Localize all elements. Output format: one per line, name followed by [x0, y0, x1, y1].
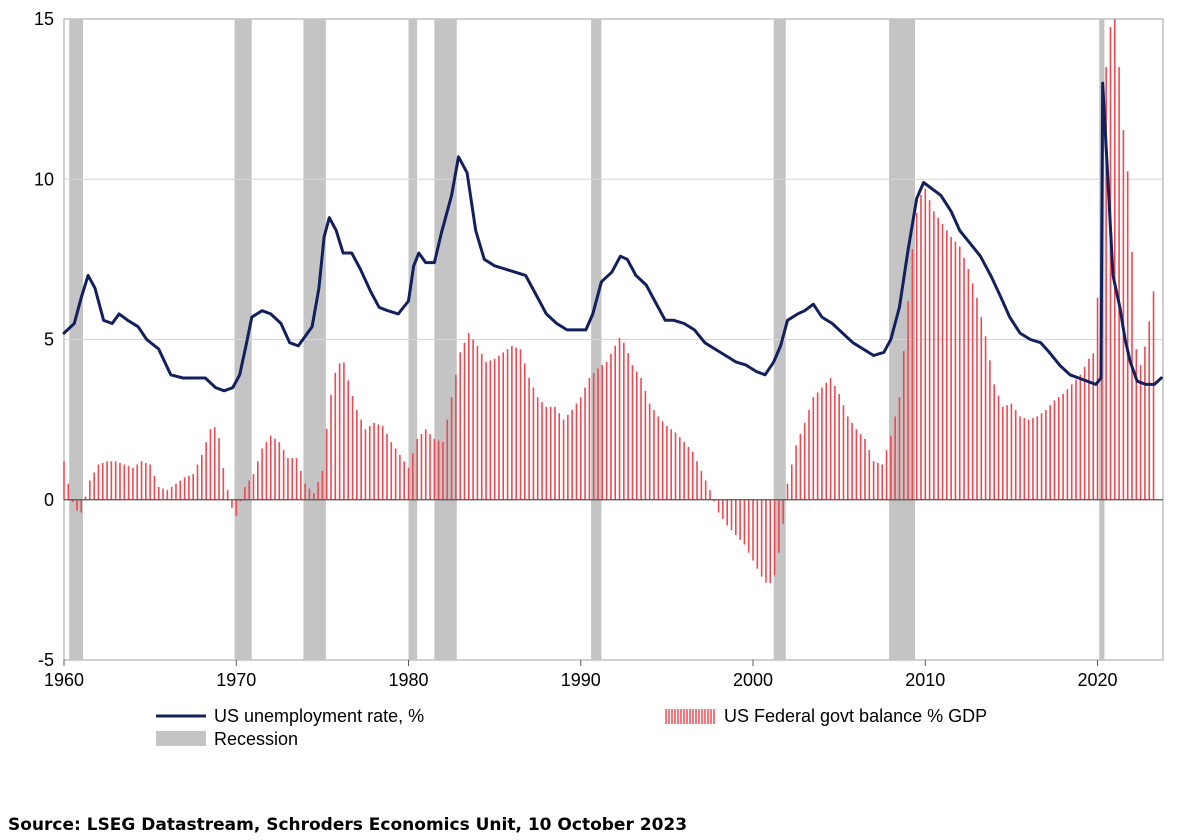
legend-recession-swatch [156, 731, 206, 746]
x-tick-label: 2010 [905, 670, 945, 690]
y-tick-label: 0 [44, 490, 54, 510]
x-tick-label: 2020 [1078, 670, 1118, 690]
y-tick-label: -5 [38, 650, 54, 670]
legend: US unemployment rate, % Recession US Fed… [156, 706, 987, 749]
y-axis-ticks: 15 10 5 0 -5 [34, 9, 54, 670]
x-tick-label: 1980 [388, 670, 428, 690]
x-axis-ticks: 1960 1970 1980 1990 2000 2010 2020 [44, 660, 1118, 690]
unemployment-line [62, 81, 1163, 393]
legend-unemployment-label: US unemployment rate, % [214, 706, 424, 726]
x-tick-label: 2000 [733, 670, 773, 690]
y-tick-label: 10 [34, 169, 54, 189]
source-note: Source: LSEG Datastream, Schroders Econo… [8, 815, 688, 835]
y-tick-label: 5 [44, 330, 54, 350]
x-tick-label: 1960 [44, 670, 84, 690]
x-tick-label: 1970 [216, 670, 256, 690]
balance-bars [63, 19, 1155, 584]
x-tick-label: 1990 [561, 670, 601, 690]
legend-recession-label: Recession [214, 729, 298, 749]
legend-balance-label: US Federal govt balance % GDP [724, 706, 987, 726]
y-tick-label: 15 [34, 9, 54, 29]
legend-balance-swatch [665, 709, 715, 724]
